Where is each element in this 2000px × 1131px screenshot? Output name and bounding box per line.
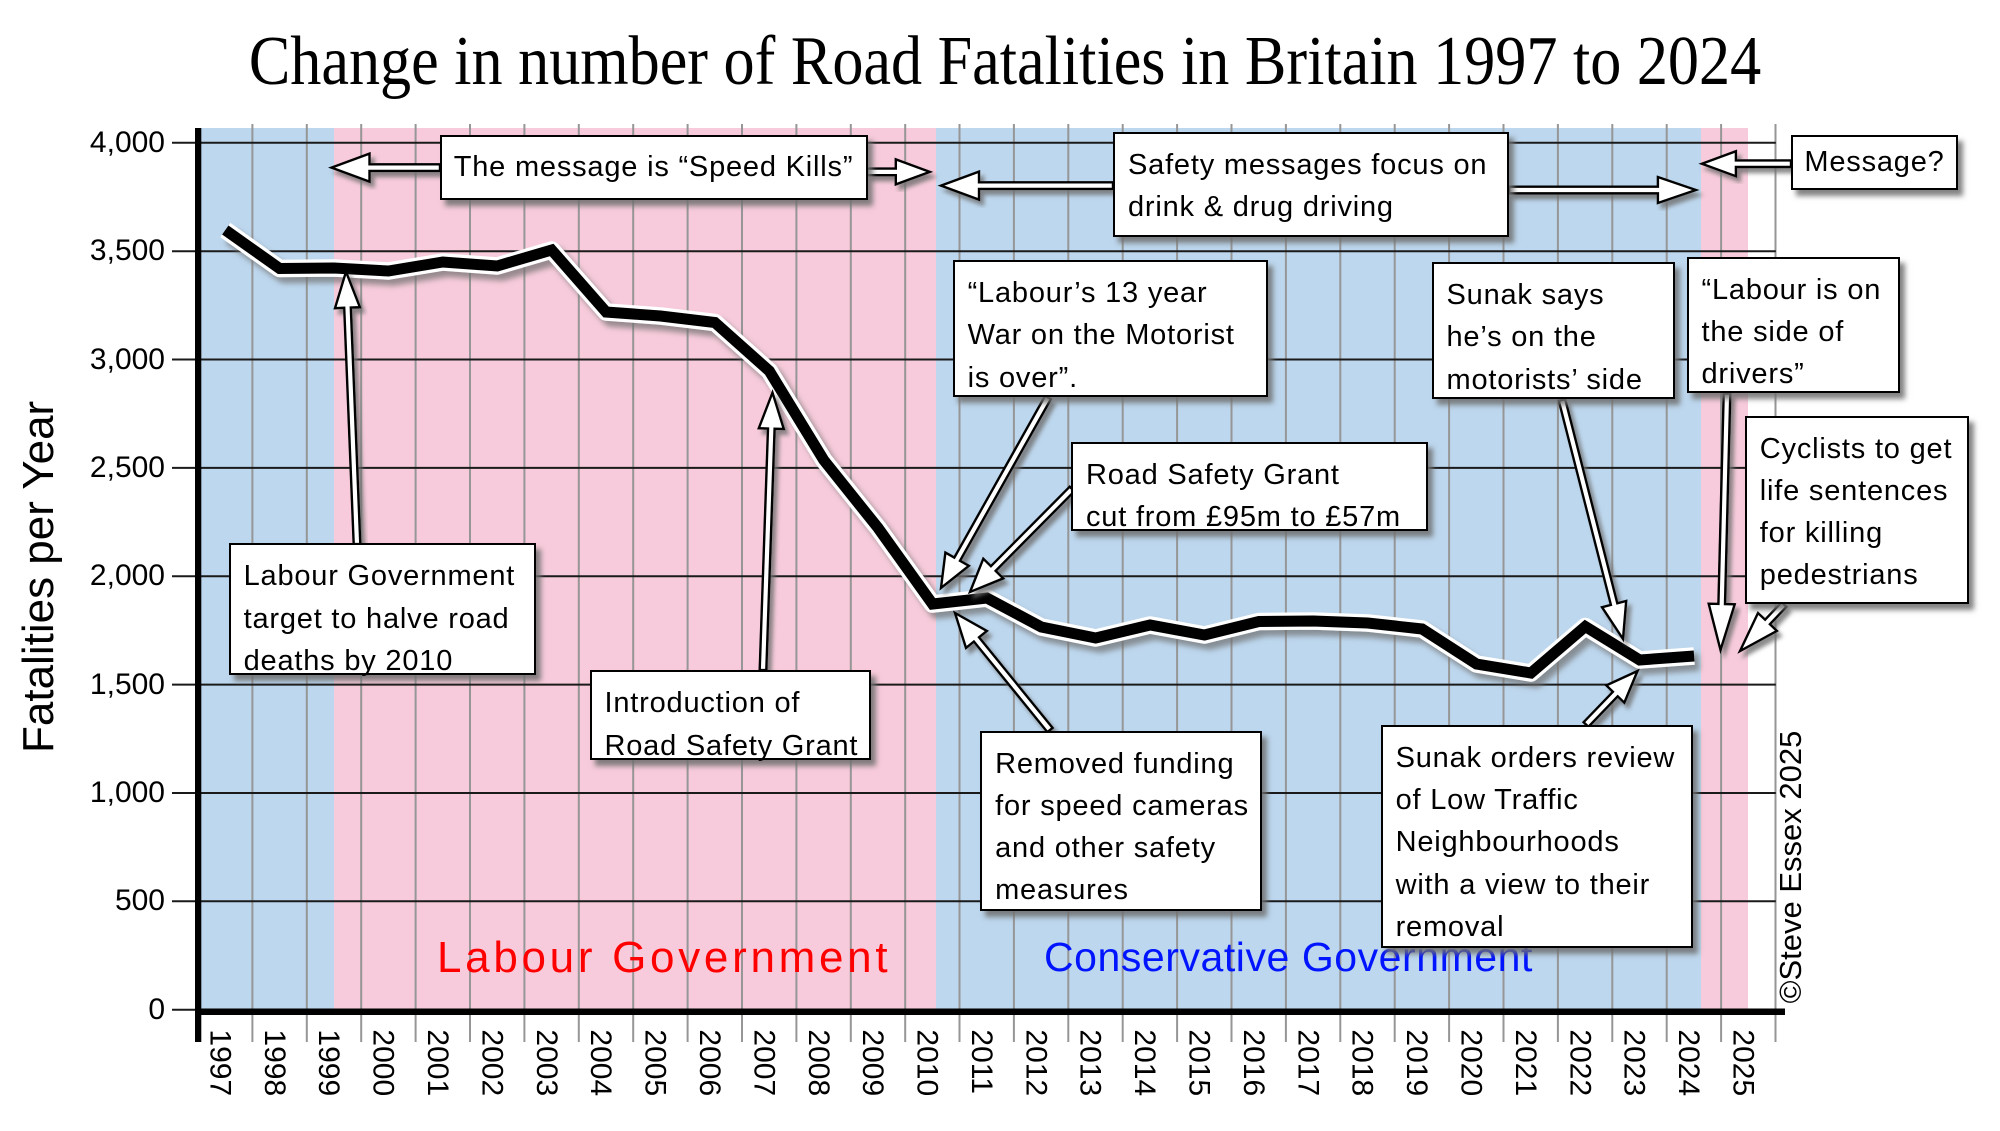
svg-text:2025: 2025: [1727, 1029, 1760, 1096]
svg-text:2014: 2014: [1128, 1029, 1161, 1096]
svg-text:2003: 2003: [530, 1029, 563, 1096]
svg-text:2006: 2006: [693, 1029, 726, 1096]
svg-text:2007: 2007: [747, 1029, 780, 1096]
svg-text:2021: 2021: [1509, 1029, 1542, 1096]
svg-text:1997: 1997: [203, 1029, 236, 1096]
svg-text:2000: 2000: [367, 1029, 400, 1096]
svg-text:1999: 1999: [312, 1029, 345, 1096]
svg-text:2016: 2016: [1237, 1029, 1270, 1096]
svg-text:2013: 2013: [1074, 1029, 1107, 1096]
svg-text:2008: 2008: [802, 1029, 835, 1096]
svg-text:1998: 1998: [258, 1029, 291, 1096]
svg-text:2015: 2015: [1183, 1029, 1216, 1096]
svg-text:2020: 2020: [1455, 1029, 1488, 1096]
svg-text:2004: 2004: [584, 1029, 617, 1096]
svg-text:2001: 2001: [421, 1029, 454, 1096]
svg-text:2024: 2024: [1672, 1029, 1705, 1096]
svg-text:2010: 2010: [911, 1029, 944, 1096]
svg-text:2023: 2023: [1618, 1029, 1651, 1096]
svg-text:2009: 2009: [856, 1029, 889, 1096]
svg-text:2005: 2005: [639, 1029, 672, 1096]
svg-text:2019: 2019: [1400, 1029, 1433, 1096]
svg-text:2018: 2018: [1346, 1029, 1379, 1096]
svg-text:2011: 2011: [965, 1029, 998, 1094]
svg-text:2012: 2012: [1019, 1029, 1052, 1096]
svg-text:2022: 2022: [1563, 1029, 1596, 1096]
svg-text:2017: 2017: [1291, 1029, 1324, 1096]
svg-text:2002: 2002: [475, 1029, 508, 1096]
